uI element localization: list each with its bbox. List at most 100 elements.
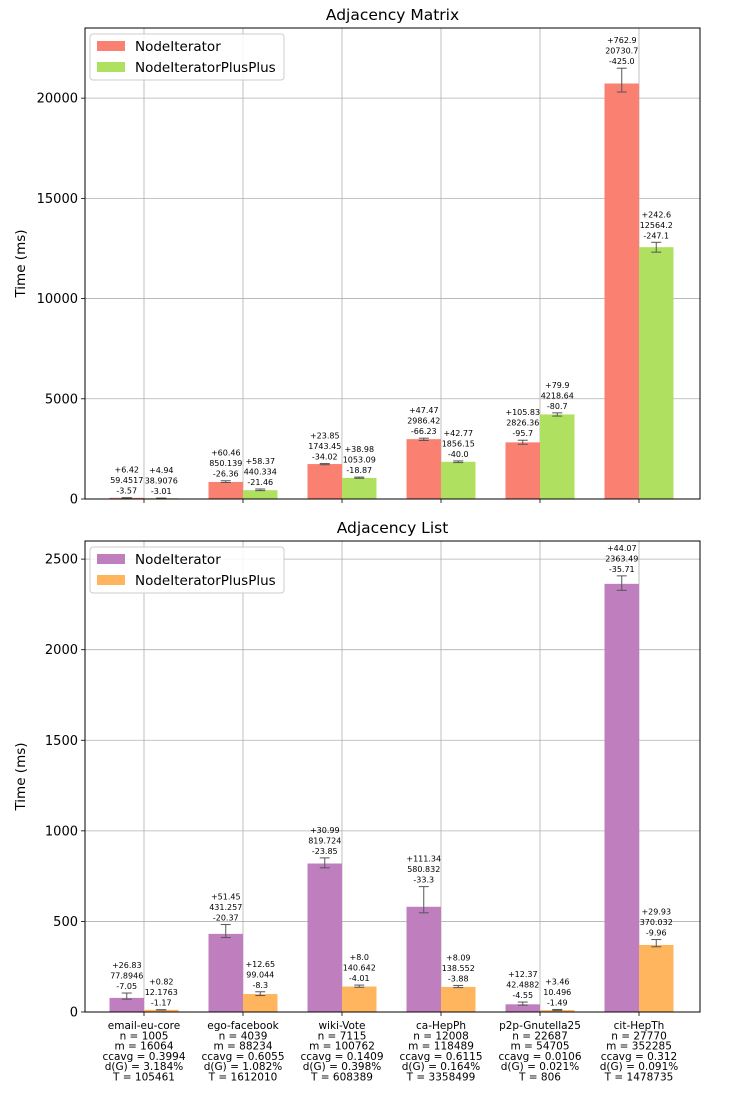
data-label: +12.37: [508, 970, 538, 979]
legend-box: [89, 546, 285, 594]
data-label: +12.65: [245, 960, 275, 969]
legend-swatch: [97, 575, 125, 585]
data-label: +60.46: [211, 449, 241, 458]
data-label: -26.36: [213, 470, 239, 479]
data-label: +242.6: [641, 210, 671, 219]
data-label: +42.77: [443, 429, 473, 438]
x-tick-detail: d(G) = 0.021%: [501, 1061, 580, 1073]
y-tick-label: 10000: [37, 292, 78, 307]
legend-label: NodeIteratorPlusPlus: [135, 573, 276, 589]
data-label: 77.8946: [110, 972, 143, 981]
data-label: -1.49: [547, 998, 568, 1007]
x-tick-detail: ccavg = 0.6055: [201, 1051, 284, 1063]
y-tick-label: 1000: [45, 824, 78, 839]
data-label: -21.46: [247, 478, 273, 487]
bar: [109, 997, 144, 1012]
x-tick-label: cit-HepTh: [614, 1020, 665, 1032]
x-tick-detail: m = 352285: [606, 1041, 672, 1053]
y-axis-label: Time (ms): [13, 229, 29, 298]
bar: [604, 83, 639, 499]
data-label: +8.09: [446, 953, 471, 962]
data-label: -20.37: [213, 914, 239, 923]
data-label: +111.34: [406, 855, 441, 864]
x-tick-detail: n = 1005: [120, 1030, 169, 1042]
data-label: -4.55: [512, 991, 533, 1000]
bar: [639, 944, 674, 1012]
data-label: -247.1: [643, 231, 669, 240]
x-tick-detail: T = 1612010: [208, 1072, 278, 1084]
data-label: 850.139: [209, 459, 242, 468]
data-label: 10.496: [543, 988, 571, 997]
data-label: -7.05: [116, 982, 137, 991]
data-label: +38.98: [344, 445, 374, 454]
bar: [342, 986, 377, 1012]
x-tick-detail: n = 12008: [413, 1030, 469, 1042]
x-tick-detail: n = 27770: [611, 1030, 667, 1042]
bar: [307, 863, 342, 1012]
legend-label: NodeIteratorPlusPlus: [135, 60, 276, 76]
data-label: +47.47: [409, 406, 439, 415]
legend-box: [89, 33, 285, 81]
x-tick-detail: n = 4039: [219, 1030, 268, 1042]
data-label: +30.99: [310, 826, 340, 835]
data-label: 99.044: [246, 970, 274, 979]
data-label: 12564.2: [640, 221, 673, 230]
data-label: 2363.49: [605, 554, 638, 563]
x-tick-detail: d(G) = 0.164%: [402, 1061, 481, 1073]
x-tick-detail: n = 22687: [512, 1030, 568, 1042]
data-label: 2986.42: [407, 417, 440, 426]
data-label: +6.42: [114, 466, 139, 475]
x-tick-detail: d(G) = 0.091%: [600, 1061, 679, 1073]
x-tick-detail: ccavg = 0.6115: [399, 1051, 482, 1063]
x-tick-detail: m = 118489: [408, 1041, 474, 1053]
bar: [604, 583, 639, 1012]
data-label: +44.07: [607, 544, 637, 553]
plot-frame: [84, 27, 701, 500]
y-tick-label: 500: [53, 915, 78, 930]
bar: [639, 247, 674, 499]
bar: [243, 490, 278, 499]
data-label: 59.4517: [110, 476, 143, 485]
data-label: +79.9: [545, 381, 570, 390]
data-label: -33.3: [413, 876, 434, 885]
bar: [540, 1010, 575, 1012]
x-tick-label: ego-facebook: [207, 1020, 279, 1032]
data-label: +58.37: [245, 457, 275, 466]
data-label: 1743.45: [308, 442, 341, 451]
bar: [208, 481, 243, 499]
x-tick-detail: m = 100762: [309, 1041, 375, 1053]
data-label: -23.85: [312, 847, 338, 856]
x-tick-detail: m = 16064: [114, 1041, 173, 1053]
bar: [406, 906, 441, 1012]
x-tick-detail: T = 608389: [310, 1072, 373, 1084]
data-label: -95.7: [512, 429, 533, 438]
bar: [243, 994, 278, 1012]
y-tick-label: 2500: [45, 553, 78, 568]
x-tick-detail: ccavg = 0.312: [601, 1051, 677, 1063]
data-label: +4.94: [149, 466, 174, 475]
data-label: +29.93: [641, 908, 671, 917]
y-axis-label: Time (ms): [13, 742, 29, 811]
data-label: 138.552: [442, 964, 475, 973]
bar: [208, 933, 243, 1012]
x-tick-detail: m = 54705: [510, 1041, 569, 1053]
data-label: -9.96: [646, 929, 667, 938]
x-tick-detail: ccavg = 0.1409: [300, 1051, 383, 1063]
data-label: 580.832: [407, 865, 440, 874]
bar: [505, 442, 540, 499]
y-tick-label: 0: [70, 1006, 78, 1021]
data-label: +23.85: [310, 432, 340, 441]
legend-swatch: [97, 554, 125, 564]
data-label: -3.01: [151, 487, 172, 496]
legend: NodeIterator NodeIteratorPlusPlus: [89, 546, 285, 594]
data-label: -34.02: [312, 453, 338, 462]
data-label: -3.88: [448, 974, 469, 983]
chart-title: Adjacency Matrix: [326, 6, 459, 24]
bar: [144, 1009, 179, 1012]
data-label: 38.9076: [145, 477, 178, 486]
bar: [441, 461, 476, 499]
data-label: 440.334: [244, 468, 277, 477]
data-label: -18.87: [346, 466, 372, 475]
x-tick-label: wiki-Vote: [318, 1020, 365, 1032]
data-label: -80.7: [547, 402, 568, 411]
